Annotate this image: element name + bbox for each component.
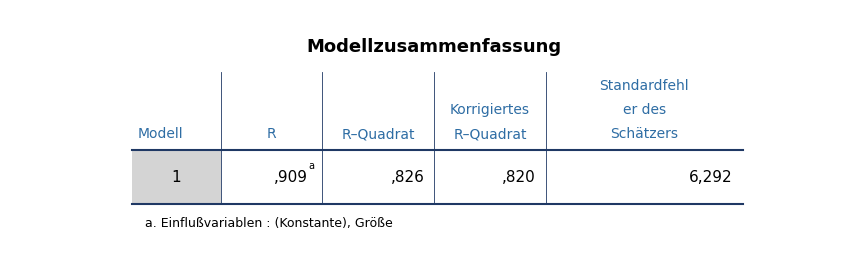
Text: Modellzusammenfassung: Modellzusammenfassung [307,38,562,56]
Text: ,820: ,820 [502,169,536,185]
Text: a. Einflußvariablen : (Konstante), Größe: a. Einflußvariablen : (Konstante), Größe [146,217,393,230]
Bar [132,150,221,204]
Text: R–Quadrat: R–Quadrat [341,128,415,142]
Text: ,826: ,826 [390,169,424,185]
Text: Modell: Modell [137,128,183,142]
Text: Korrigiertes: Korrigiertes [450,103,530,117]
Text: 1: 1 [172,169,181,185]
Text: er des: er des [623,103,666,117]
Text: ,909: ,909 [274,169,308,185]
Text: 6,292: 6,292 [689,169,733,185]
Text: R–Quadrat: R–Quadrat [453,128,527,142]
Text: R: R [267,128,276,142]
Text: a: a [308,161,314,171]
Text: Standardfehl: Standardfehl [600,79,689,93]
Text: Schätzers: Schätzers [610,128,678,142]
